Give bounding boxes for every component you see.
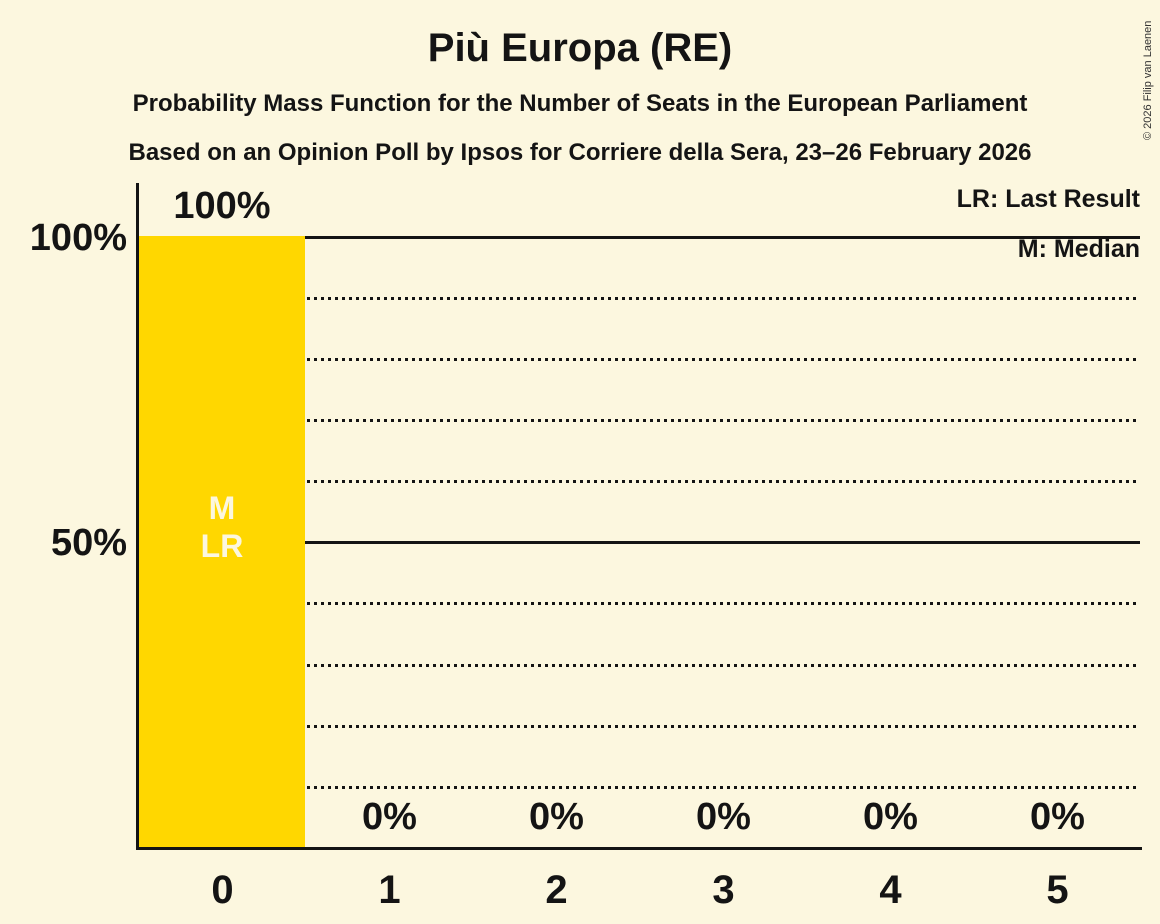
y-axis-line [136,183,139,850]
bar-value-label-2: 0% [529,796,584,838]
gridline-100 [139,236,1140,239]
x-tick-4: 4 [879,868,902,912]
gridline-10 [139,786,1140,789]
x-tick-0: 0 [211,868,234,912]
legend-median: M: Median [1017,235,1140,263]
x-tick-1: 1 [378,868,401,912]
median-marker: M [208,490,236,526]
bar-value-label-4: 0% [863,796,918,838]
gridline-80 [139,358,1140,361]
bar-value-label-1: 0% [362,796,417,838]
gridline-60 [139,480,1140,483]
x-axis-line [136,847,1142,850]
bar-seats-0 [139,236,305,847]
copyright-notice: © 2026 Filip van Laenen [1142,20,1154,140]
x-tick-2: 2 [545,868,568,912]
gridline-90 [139,297,1140,300]
legend-last-result: LR: Last Result [956,185,1140,213]
gridline-50 [139,541,1140,544]
bar-value-label-3: 0% [696,796,751,838]
x-tick-5: 5 [1046,868,1069,912]
bar-value-label-0: 100% [173,185,271,227]
y-tick-50: 50% [50,522,127,564]
gridline-20 [139,725,1140,728]
gridline-40 [139,602,1140,605]
x-tick-3: 3 [712,868,735,912]
gridline-70 [139,419,1140,422]
y-tick-100: 100% [29,217,127,259]
bar-value-label-5: 0% [1030,796,1085,838]
last-result-marker: LR [200,528,244,564]
page-title: Più Europa (RE) [427,26,733,70]
chart-subtitle: Probability Mass Function for the Number… [132,90,1028,117]
chart-source-line: Based on an Opinion Poll by Ipsos for Co… [128,139,1032,166]
gridline-30 [139,664,1140,667]
bar-annotation-median-lastresult: M LR [139,489,305,565]
